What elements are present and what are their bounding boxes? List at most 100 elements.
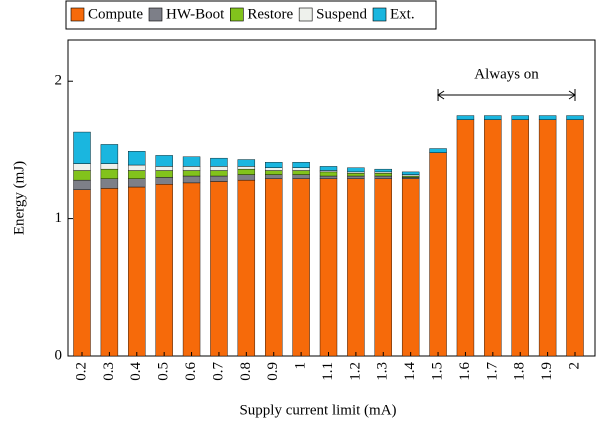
bar-segment <box>182 170 201 177</box>
bar-segment <box>292 162 310 168</box>
bar-segment <box>484 115 502 120</box>
x-tick-label: 1.6 <box>457 362 473 381</box>
bar-segment <box>155 184 173 357</box>
bar-segment <box>73 189 91 357</box>
bar-segment <box>456 115 475 120</box>
bar-segment <box>347 167 365 173</box>
bar-segment <box>210 181 228 357</box>
bar-segment <box>155 166 173 171</box>
bar-segment <box>566 115 584 120</box>
bar-segment <box>538 115 557 120</box>
bar-segment <box>292 178 310 357</box>
bar-segment <box>100 144 119 164</box>
bar-segment <box>237 179 256 357</box>
bar-segment <box>511 115 529 120</box>
bar-segment <box>100 163 119 170</box>
bar-segment <box>210 157 228 167</box>
y-axis-title: Energy (mJ) <box>11 161 27 235</box>
bar-segment <box>128 178 146 188</box>
bar-segment <box>374 168 392 173</box>
x-tick-label: 1.2 <box>347 362 363 381</box>
bar-segment <box>265 167 283 171</box>
bar-segment <box>182 182 201 357</box>
bar-segment <box>292 167 310 171</box>
bar-segment <box>511 119 529 357</box>
bar-segment <box>155 155 173 167</box>
x-tick-label: 2 <box>566 362 582 370</box>
bar-segment <box>401 177 420 179</box>
legend-swatch <box>70 7 85 22</box>
legend-label: HW-Boot <box>166 6 225 22</box>
bar-segment <box>292 170 310 175</box>
x-axis-title: Supply current limit (mA) <box>239 402 396 418</box>
bar-segment <box>210 170 228 177</box>
bar-segment <box>374 171 392 174</box>
bar-segment <box>374 175 392 179</box>
x-tick-label: 1.8 <box>512 362 528 381</box>
bar-segment <box>319 175 338 179</box>
bar-segment <box>484 119 502 357</box>
x-tick-label: 0.3 <box>101 362 117 381</box>
bar-segment <box>182 175 201 184</box>
bar-segment <box>100 178 119 189</box>
bar-segment <box>128 186 146 357</box>
bar-segment <box>401 174 420 177</box>
bar-segment <box>347 171 365 174</box>
bar-segment <box>319 171 338 177</box>
bar-segment <box>347 173 365 177</box>
x-tick-label: 1.1 <box>320 362 336 381</box>
bar-segment <box>347 175 365 179</box>
legend-swatch <box>230 7 244 22</box>
bar-segment <box>73 163 91 171</box>
annotation-head <box>568 90 576 100</box>
bar-segment <box>155 177 173 185</box>
bar-segment <box>237 168 256 175</box>
bar-segment <box>566 119 584 357</box>
bar-segment <box>265 178 283 357</box>
bar-segment <box>155 170 173 178</box>
legend-swatch <box>148 7 163 22</box>
bar-segment <box>128 164 146 171</box>
bar-segment <box>456 119 475 357</box>
bar-segment <box>374 173 392 177</box>
bar-segment <box>73 179 91 190</box>
bar-segment <box>73 170 91 181</box>
x-tick-label: 0.4 <box>128 362 144 381</box>
bar-segment <box>73 131 91 164</box>
legend-label: Compute <box>88 6 143 22</box>
bar-segment <box>210 166 228 171</box>
x-tick-label: 0.6 <box>183 362 199 381</box>
bar-segment <box>128 170 146 179</box>
x-tick-label: 1.3 <box>375 362 391 381</box>
bar-segment <box>265 174 283 179</box>
x-tick-label: 0.8 <box>238 362 254 381</box>
bar-segment <box>538 119 557 357</box>
bar-segment <box>237 159 256 167</box>
bar-segment <box>265 162 283 168</box>
bar-segment <box>237 174 256 181</box>
bar-segment <box>182 156 201 167</box>
bar-segment <box>319 170 338 173</box>
bar-segment <box>401 175 420 178</box>
x-tick-label: 1.9 <box>539 362 555 381</box>
bar-segment <box>401 178 420 357</box>
x-tick-label: 1.7 <box>484 362 500 381</box>
bar-segment <box>319 178 338 357</box>
bar-segment <box>429 152 447 357</box>
legend-label: Ext. <box>390 6 415 22</box>
bar-segment <box>128 151 146 166</box>
bar-segment <box>319 166 338 171</box>
x-tick-label: 0.7 <box>210 362 226 381</box>
bar-segment <box>100 188 119 357</box>
bar-segment <box>182 166 201 171</box>
bar-segment <box>265 170 283 175</box>
x-tick-label: 1.5 <box>429 362 445 381</box>
x-tick-label: 1 <box>293 362 309 370</box>
x-tick-label: 0.9 <box>265 362 281 381</box>
x-tick-label: 1.4 <box>402 362 418 381</box>
x-tick-label: 0.5 <box>156 362 172 381</box>
legend-swatch <box>298 7 313 22</box>
bar-segment <box>292 174 310 179</box>
x-tick-label: 0.2 <box>73 362 89 381</box>
